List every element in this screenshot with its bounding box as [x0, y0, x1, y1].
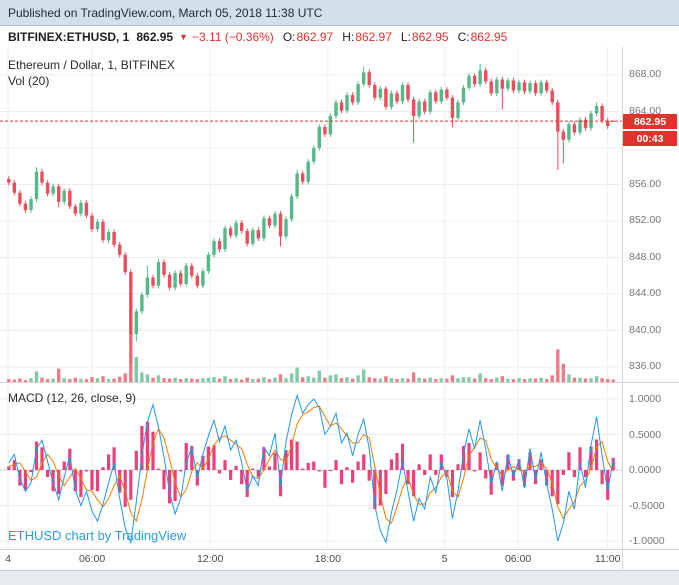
macd-pane[interactable]: MACD (12, 26, close, 9) ETHUSD chart by …: [0, 383, 622, 550]
macd-line: [8, 393, 614, 545]
bar-countdown-badge: 00:43: [623, 131, 677, 146]
price-gridlines: [0, 47, 622, 382]
close-label: C:: [457, 29, 470, 44]
axis-corner: [622, 550, 679, 570]
macd-tick-label: 1.0000: [629, 393, 662, 405]
open-value: 862.97: [296, 29, 334, 44]
time-tick-label: 12:00: [197, 553, 224, 565]
macd-tick-label: 0.0000: [629, 464, 662, 476]
time-tick-label: 4: [5, 553, 12, 565]
high-label: H:: [342, 29, 355, 44]
tradingview-attribution-link[interactable]: ETHUSD chart by TradingView: [8, 528, 187, 543]
price-tick-label: 836.00: [629, 360, 662, 372]
price-chart-svg: [0, 47, 622, 382]
last-price-value: 862.95: [136, 29, 174, 44]
time-tick-label: 06:00: [504, 553, 532, 565]
time-axis[interactable]: 4 06:00 12:00 18:00 5 06:00 11:00: [0, 550, 622, 570]
macd-tick-label: -1.0000: [629, 535, 665, 547]
time-tick-label: 18:00: [314, 553, 341, 565]
symbol-info-bar: BITFINEX:ETHUSD, 1 862.95 ▼ −3.11 (−0.36…: [0, 26, 679, 47]
macd-indicator-label: MACD (12, 26, close, 9): [8, 391, 137, 405]
chart-grid: Ethereum / Dollar, 1, BITFINEX Vol (20) …: [0, 47, 679, 585]
time-tick-label: 11:00: [594, 553, 621, 565]
price-tick-label: 856.00: [629, 177, 662, 190]
chart-widget: BITFINEX:ETHUSD, 1 862.95 ▼ −3.11 (−0.36…: [0, 26, 679, 585]
volume-series: [7, 334, 615, 382]
macd-axis[interactable]: 1.0000 0.5000 0.0000 -0.5000 -1.0000: [622, 383, 679, 550]
price-change-value: −3.11 (−0.36%): [191, 29, 274, 44]
macd-tick-label: 0.5000: [629, 428, 662, 441]
symbol-name: BITFINEX:ETHUSD, 1: [8, 29, 130, 44]
price-down-arrow-icon: ▼: [179, 31, 188, 42]
price-tick-label: 868.00: [629, 68, 662, 80]
price-tick-label: 844.00: [629, 287, 662, 299]
open-label: O:: [282, 29, 296, 44]
macd-chart-svg: [0, 383, 622, 549]
price-tick-label: 852.00: [629, 214, 662, 226]
price-pane[interactable]: Ethereum / Dollar, 1, BITFINEX Vol (20): [0, 47, 622, 383]
price-tick-label: 848.00: [629, 250, 662, 263]
price-axis[interactable]: 862.95 00:43 868.00 864.00 856.00 852.00 848…: [622, 47, 679, 383]
last-price-badge: 862.95: [623, 114, 677, 129]
price-tick-label: 864.00: [629, 104, 662, 117]
candlestick-series: [7, 64, 615, 365]
price-tick-label: 840.00: [629, 323, 662, 336]
time-tick-label: 06:00: [78, 553, 106, 565]
time-tick-label: 5: [441, 553, 448, 565]
macd-signal-line: [8, 405, 614, 525]
macd-tick-label: -0.5000: [629, 499, 665, 512]
low-value: 862.95: [411, 29, 449, 44]
bottom-scroll-strip[interactable]: [0, 570, 679, 585]
high-value: 862.97: [355, 29, 392, 44]
close-value: 862.95: [470, 29, 508, 44]
publish-info-text: Published on TradingView.com, March 05, …: [8, 5, 323, 20]
publish-banner: Published on TradingView.com, March 05, …: [0, 0, 679, 26]
low-label: L:: [400, 29, 411, 44]
